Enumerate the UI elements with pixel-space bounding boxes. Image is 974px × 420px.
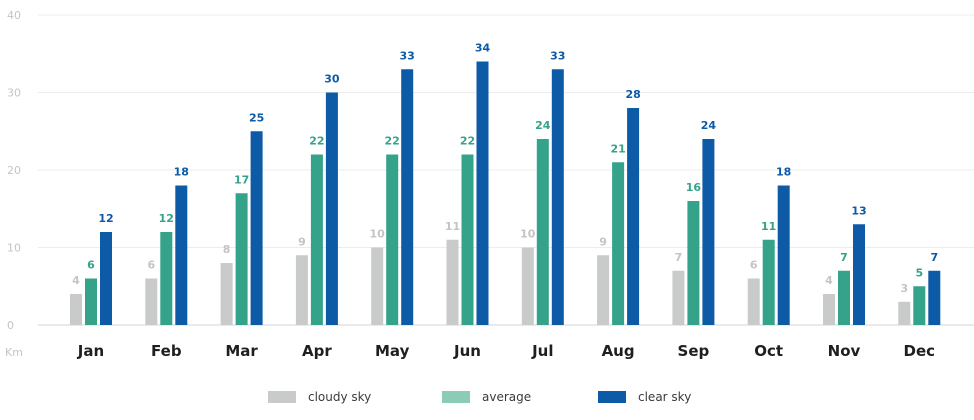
legend-swatch-average [442, 391, 470, 403]
data-label: 12 [159, 212, 174, 225]
bar-apr-average [310, 154, 323, 325]
x-tick-label: Apr [302, 342, 332, 360]
x-tick-label: Jan [77, 342, 104, 360]
bar-may-average [386, 154, 399, 325]
x-tick-label: Mar [225, 342, 258, 360]
x-tick-label: Jul [531, 342, 553, 360]
bar-jul-average [536, 139, 549, 325]
data-label: 22 [385, 135, 400, 148]
data-label: 33 [550, 49, 565, 62]
bar-aug-clear-sky [627, 108, 640, 325]
bar-may-cloudy-sky [371, 247, 384, 325]
x-tick-label: Jun [453, 342, 481, 360]
data-label: 10 [520, 228, 536, 241]
data-label: 6 [750, 259, 758, 272]
y-tick-label: 20 [7, 164, 21, 177]
y-tick-label: 10 [7, 242, 21, 255]
legend-label: average [482, 390, 531, 404]
data-label: 21 [610, 142, 625, 155]
data-label: 3 [900, 282, 908, 295]
bar-oct-clear-sky [777, 185, 790, 325]
bar-jan-clear-sky [100, 232, 112, 325]
bar-mar-cloudy-sky [220, 263, 233, 325]
data-label: 9 [599, 235, 607, 248]
data-label: 7 [840, 251, 848, 264]
bar-mar-average [235, 193, 248, 325]
y-tick-label: 30 [7, 87, 21, 100]
bar-apr-clear-sky [325, 92, 338, 325]
bar-mar-clear-sky [250, 131, 263, 325]
bar-jul-cloudy-sky [521, 247, 534, 325]
data-label: 17 [234, 173, 249, 186]
x-tick-label: Aug [602, 342, 635, 360]
bar-sep-average [687, 201, 700, 325]
data-label: 10 [370, 228, 386, 241]
data-label: 16 [686, 181, 702, 194]
x-tick-label: Nov [828, 342, 861, 360]
legend-swatch-cloudy-sky [268, 391, 296, 403]
bar-aug-cloudy-sky [597, 255, 610, 325]
data-label: 22 [460, 135, 475, 148]
bar-feb-cloudy-sky [145, 278, 158, 325]
legend-label: cloudy sky [308, 390, 371, 404]
data-label: 11 [445, 220, 460, 233]
data-label: 4 [72, 274, 80, 287]
y-unit-label: Km [5, 346, 23, 359]
x-tick-label: May [375, 342, 410, 360]
data-label: 30 [324, 73, 340, 86]
bar-jan-cloudy-sky [70, 294, 82, 325]
bar-sep-cloudy-sky [672, 270, 685, 325]
bar-jun-cloudy-sky [446, 239, 459, 325]
x-tick-label: Oct [754, 342, 783, 360]
bar-dec-average [913, 286, 926, 325]
bar-dec-cloudy-sky [898, 301, 911, 325]
y-tick-label: 40 [7, 9, 21, 22]
bar-nov-clear-sky [853, 224, 865, 325]
data-label: 6 [147, 259, 155, 272]
bar-nov-cloudy-sky [823, 294, 835, 325]
data-label: 34 [475, 42, 491, 55]
data-label: 7 [675, 251, 683, 264]
x-tick-label: Feb [151, 342, 182, 360]
legend-swatch-clear-sky [598, 391, 626, 403]
legend-label: clear sky [638, 390, 691, 404]
data-label: 22 [309, 135, 324, 148]
x-tick-label: Dec [904, 342, 936, 360]
bar-sep-clear-sky [702, 139, 715, 325]
data-label: 24 [701, 119, 717, 132]
data-label: 8 [223, 243, 231, 256]
bar-feb-clear-sky [175, 185, 188, 325]
data-label: 24 [535, 119, 551, 132]
bar-oct-average [762, 239, 775, 325]
x-tick-label: Sep [678, 342, 710, 360]
data-label: 13 [851, 204, 866, 217]
bar-oct-cloudy-sky [747, 278, 760, 325]
data-label: 28 [625, 88, 640, 101]
bar-dec-clear-sky [928, 270, 941, 325]
data-label: 18 [174, 166, 189, 179]
data-label: 7 [930, 251, 938, 264]
data-label: 9 [298, 235, 306, 248]
bar-jan-average [85, 278, 97, 325]
data-label: 11 [761, 220, 776, 233]
data-label: 25 [249, 111, 264, 124]
bar-nov-average [838, 270, 850, 325]
bar-apr-cloudy-sky [295, 255, 308, 325]
data-label: 4 [825, 274, 833, 287]
bar-may-clear-sky [401, 69, 414, 325]
bar-aug-average [612, 162, 625, 325]
data-label: 5 [915, 266, 923, 279]
y-tick-label: 0 [7, 319, 14, 332]
data-label: 6 [87, 259, 95, 272]
bar-jun-average [461, 154, 474, 325]
data-label: 18 [776, 166, 791, 179]
bar-jul-clear-sky [551, 69, 564, 325]
data-label: 12 [98, 212, 113, 225]
bar-jun-clear-sky [476, 61, 489, 325]
bar-feb-average [160, 232, 173, 325]
data-label: 33 [400, 49, 415, 62]
